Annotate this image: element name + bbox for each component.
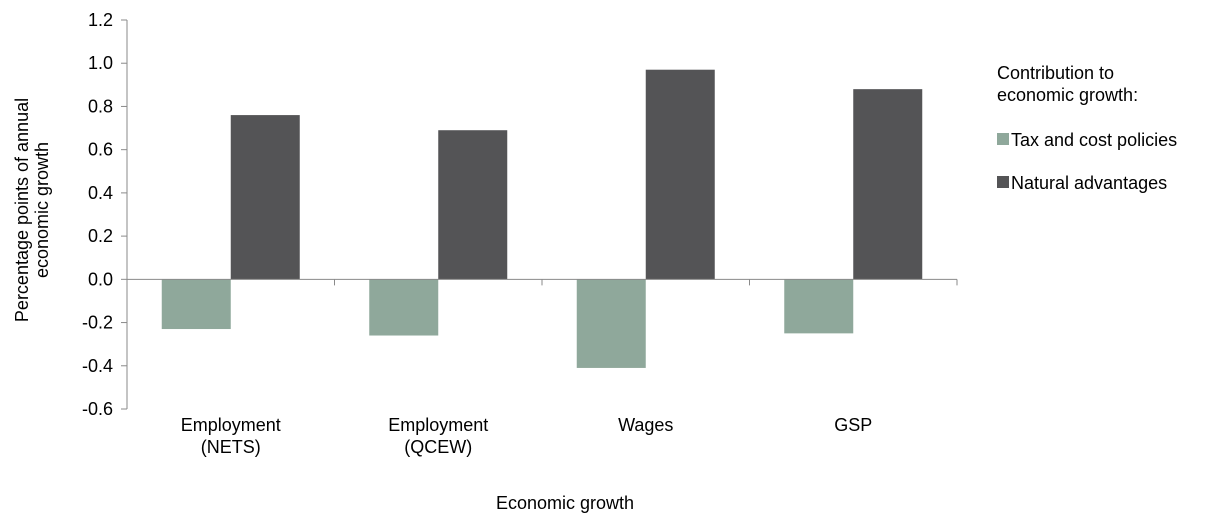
y-tick-label: 0.2 (88, 226, 113, 246)
bar (576, 279, 646, 368)
y-tick-label: 0.6 (88, 140, 113, 160)
legend: Contribution to economic growth: Tax and c… (997, 63, 1177, 193)
bar (161, 279, 231, 330)
axes (126, 20, 958, 409)
y-tick-label: -0.4 (82, 356, 113, 376)
y-tick-label: -0.6 (82, 399, 113, 419)
legend-title: Contribution to economic growth: (997, 63, 1138, 105)
bar (784, 279, 854, 334)
bar (369, 279, 439, 336)
x-tick-label: GSP (834, 415, 872, 435)
legend-swatch (997, 176, 1009, 188)
x-axis-title: Economic growth (496, 493, 634, 513)
bar (438, 130, 508, 280)
y-tick-label: 0.0 (88, 269, 113, 289)
y-axis-ticks: -0.6 -0.4 -0.2 0.0 0.2 0.4 0.6 0.8 1.0 1.2 (82, 10, 127, 419)
bar (853, 89, 923, 280)
x-axis-tick-labels: Employment (NETS) Employment (QCEW) Wages GSP (181, 415, 873, 457)
legend-label: Tax and cost policies (1011, 130, 1177, 150)
y-tick-label: 0.8 (88, 96, 113, 116)
y-tick-label: 0.4 (88, 183, 113, 203)
bars (161, 69, 923, 368)
bar (230, 115, 300, 280)
y-tick-label: 1.0 (88, 53, 113, 73)
legend-label: Natural advantages (1011, 173, 1167, 193)
x-tick-label: Wages (618, 415, 673, 435)
y-axis-title: Percentage points of annualeconomic grow… (12, 98, 52, 322)
x-tick-label: Employment (NETS) (181, 415, 281, 457)
y-tick-label: -0.2 (82, 313, 113, 333)
x-tick-label: Employment (QCEW) (388, 415, 488, 457)
y-tick-label: 1.2 (88, 10, 113, 30)
bar (645, 69, 715, 280)
legend-swatch (997, 133, 1009, 145)
